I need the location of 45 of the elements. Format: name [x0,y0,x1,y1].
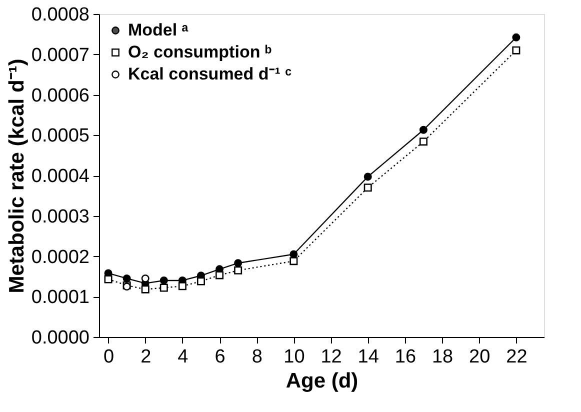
point [160,284,168,292]
y-tick-label: 0.0007 [31,44,90,66]
x-tick-label: 16 [394,346,416,368]
point [290,257,298,266]
x-tick-label: 14 [358,346,380,368]
point [122,274,131,282]
x-tick-label: 2 [140,346,152,368]
y-tick-label: 0.0001 [31,287,90,308]
y-tick-label: 0.0000 [31,328,90,348]
point [160,276,168,284]
point [419,138,428,146]
legend-label: Kcal consumed d⁻¹ ᶜ [128,64,292,84]
x-tick-label: 12 [320,346,342,368]
point [512,46,520,54]
point [196,277,205,286]
legend-label: O₂ consumption ᵇ [128,42,272,62]
point [234,266,242,274]
x-tick-label: 22 [506,346,528,368]
point [419,126,428,134]
x-tick-label: 20 [469,346,490,368]
x-tick-label: 18 [432,346,454,368]
point [364,172,372,181]
point [141,285,150,294]
point [178,282,186,290]
point [364,184,372,192]
y-tick-label: 0.0008 [31,4,90,26]
x-tick-label: 8 [252,346,262,368]
point [104,275,112,284]
x-tick-label: 6 [214,346,226,368]
x-tick-label: 10 [284,346,305,368]
point [290,250,298,258]
legend-label: Model ᵃ [128,20,189,40]
point [141,274,150,282]
y-axis-title: Metabolic rate (kcal d⁻¹) [5,58,28,294]
y-tick-label: 0.0005 [31,126,90,147]
y-tick-label: 0.0002 [31,246,90,268]
point [234,259,242,268]
point [512,33,520,42]
x-tick-label: 4 [178,346,189,368]
x-tick-label: 0 [103,346,114,368]
y-tick-label: 0.0004 [31,166,90,187]
y-tick-label: 0.0006 [31,85,90,106]
y-tick-label: 0.0003 [31,206,90,228]
x-axis-title: Age (d) [286,370,358,392]
point [216,271,224,280]
